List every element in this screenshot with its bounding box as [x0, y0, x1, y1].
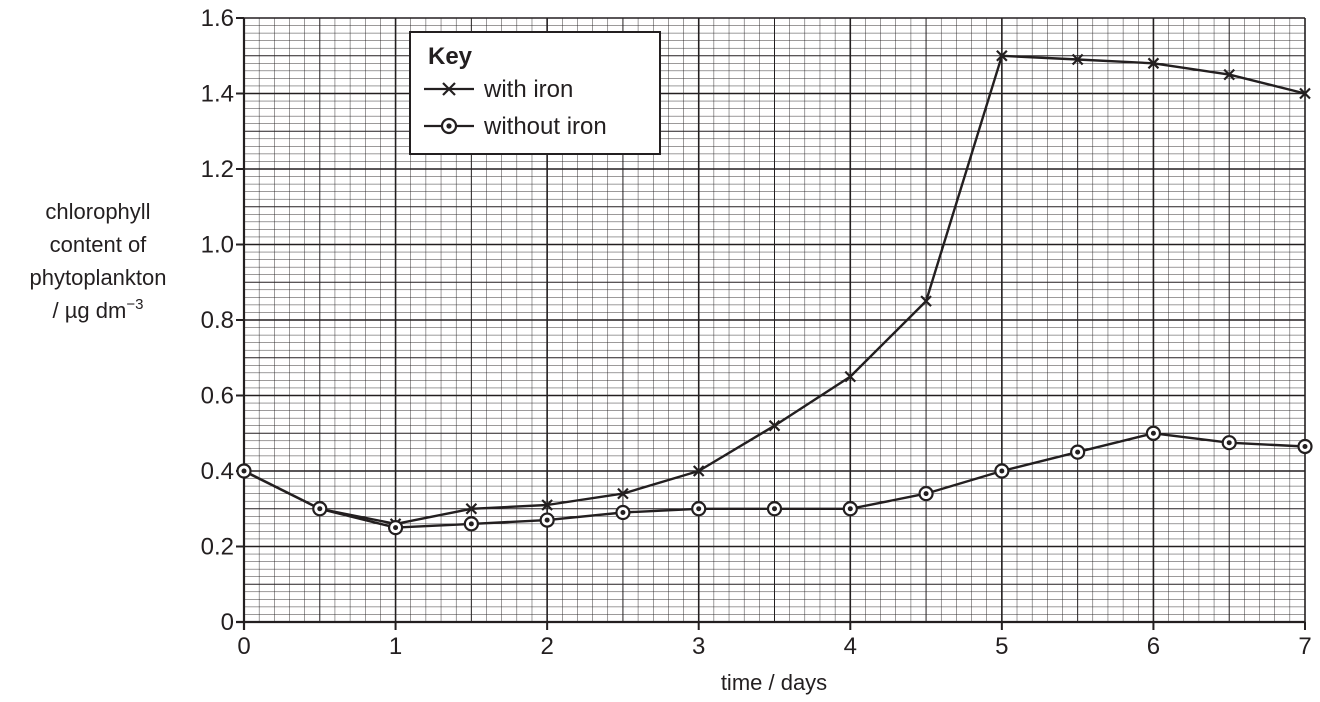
y-tick-label: 0.2 [201, 534, 234, 561]
legend-title: Key [428, 43, 473, 70]
y-axis-title: chlorophyll content of phytoplankton / µ… [30, 199, 167, 323]
y-tick-label: 0.8 [201, 307, 234, 334]
data-point-without-iron [463, 516, 479, 532]
data-point-with-iron [617, 487, 629, 500]
y-tick-label: 1.0 [201, 232, 234, 259]
data-point-without-iron [1070, 444, 1086, 460]
x-tick-label: 7 [1298, 633, 1311, 660]
series [236, 49, 1313, 536]
axes [236, 17, 1306, 630]
legend-item-without-iron: without iron [424, 113, 607, 140]
y-tick-label: 1.2 [201, 156, 234, 183]
data-point-with-iron [1299, 87, 1311, 100]
y-axis-unit: / µg dm−3 [53, 296, 144, 323]
legend: Key with iron without iron [409, 31, 661, 155]
data-point-without-iron [236, 463, 252, 479]
legend-swatch-without-iron [424, 117, 474, 135]
x-tick-label: 3 [692, 633, 705, 660]
data-point-without-iron [1221, 435, 1237, 451]
data-point-without-iron [615, 504, 631, 521]
y-axis-title-line-2: content of [50, 232, 148, 257]
x-axis-title: time / days [721, 670, 827, 695]
tick-labels: 0 1 2 3 4 5 6 7 0 0.2 0.4 0.6 0.8 1.0 1.2 1.4 1.6 [201, 5, 1312, 660]
data-point-without-iron [539, 512, 555, 528]
data-point-with-iron [920, 295, 932, 307]
data-point-without-iron [312, 501, 328, 517]
legend-label-without-iron: without iron [483, 113, 607, 140]
data-point-without-iron [842, 501, 858, 517]
data-point-with-iron [541, 499, 553, 511]
x-tick-label: 6 [1147, 633, 1160, 660]
x-tick-label: 2 [540, 633, 553, 660]
x-tick-label: 4 [844, 633, 857, 660]
data-point-without-iron [1145, 425, 1162, 441]
data-point-with-iron [996, 49, 1008, 62]
x-tick-label: 5 [995, 633, 1008, 660]
legend-item-with-iron: with iron [424, 76, 573, 103]
y-tick-label: 0.4 [201, 458, 234, 485]
legend-swatch-with-iron [424, 82, 474, 96]
y-axis-title-line-1: chlorophyll [45, 199, 150, 224]
y-tick-label: 1.6 [201, 5, 234, 32]
y-tick-label: 1.4 [201, 81, 234, 108]
data-point-with-iron [465, 502, 478, 515]
data-point-with-iron [844, 370, 857, 383]
x-tick-label: 1 [389, 633, 402, 660]
data-point-without-iron [387, 520, 404, 536]
grid [243, 17, 1306, 623]
legend-label-with-iron: with iron [483, 76, 573, 103]
y-tick-label: 0 [221, 609, 234, 636]
x-tick-label: 0 [237, 633, 250, 660]
y-tick-label: 0.6 [201, 383, 234, 410]
y-axis-unit-superscript: −3 [126, 296, 143, 313]
data-point-with-iron [1223, 68, 1235, 81]
y-axis-title-line-3: phytoplankton [30, 265, 167, 290]
data-point-without-iron [766, 501, 783, 517]
y-axis-unit-text: / µg dm [53, 298, 127, 323]
data-point-without-iron [994, 463, 1010, 479]
data-point-with-iron [692, 465, 705, 477]
data-point-without-iron [918, 486, 934, 502]
data-point-without-iron [1297, 438, 1313, 455]
data-point-with-iron [768, 419, 781, 432]
data-point-with-iron [1071, 53, 1084, 66]
data-point-without-iron [691, 501, 707, 517]
data-point-with-iron [1147, 57, 1160, 70]
